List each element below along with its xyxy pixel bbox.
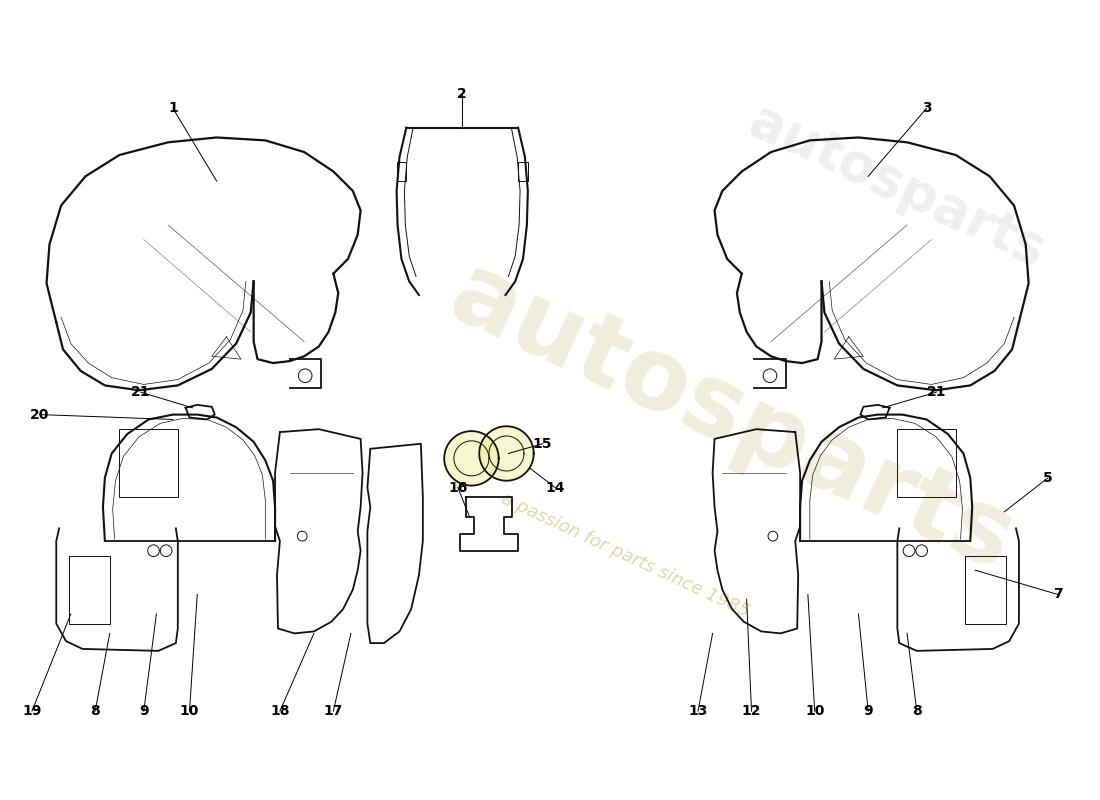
Text: 1: 1 [168, 102, 178, 115]
Text: a passion for parts since 1985: a passion for parts since 1985 [498, 490, 752, 621]
Text: 12: 12 [741, 704, 761, 718]
Text: 13: 13 [689, 704, 707, 718]
Text: 8: 8 [912, 704, 922, 718]
Text: autosparts: autosparts [434, 246, 1030, 592]
Text: 15: 15 [532, 437, 552, 450]
Circle shape [444, 431, 498, 486]
Text: 14: 14 [546, 481, 564, 494]
Text: 10: 10 [179, 704, 199, 718]
Text: 8: 8 [90, 704, 100, 718]
Text: 10: 10 [805, 704, 824, 718]
Text: 18: 18 [271, 704, 289, 718]
Text: 20: 20 [30, 407, 50, 422]
Text: 17: 17 [323, 704, 343, 718]
Circle shape [480, 426, 534, 481]
Text: 19: 19 [22, 704, 42, 718]
Text: 2: 2 [456, 86, 466, 101]
Text: 9: 9 [864, 704, 873, 718]
Text: 9: 9 [139, 704, 148, 718]
Text: autosparts: autosparts [740, 94, 1054, 278]
Text: 21: 21 [131, 386, 151, 399]
Text: 16: 16 [448, 481, 468, 494]
Text: 5: 5 [1043, 470, 1053, 485]
Text: 7: 7 [1053, 587, 1063, 602]
Text: 21: 21 [926, 386, 946, 399]
Text: 3: 3 [922, 102, 932, 115]
